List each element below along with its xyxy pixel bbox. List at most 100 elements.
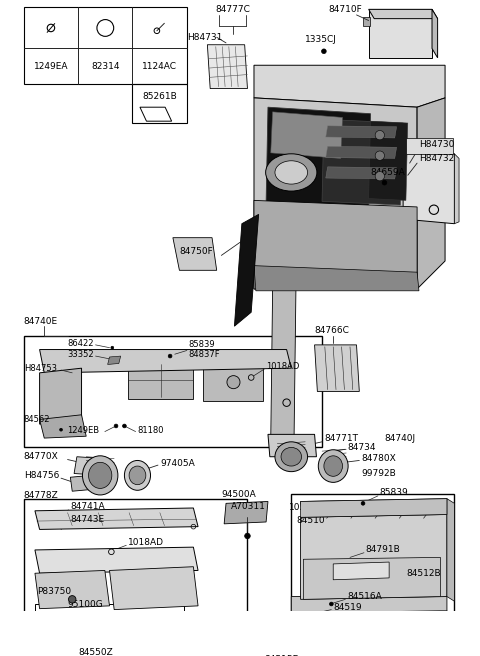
- Polygon shape: [326, 167, 396, 179]
- Polygon shape: [207, 45, 248, 89]
- Text: H84756: H84756: [24, 471, 59, 480]
- Text: 84550Z: 84550Z: [78, 648, 113, 656]
- Circle shape: [168, 354, 172, 358]
- Circle shape: [329, 602, 333, 606]
- Polygon shape: [35, 508, 198, 529]
- Text: 84510: 84510: [296, 516, 324, 525]
- Text: 84710F: 84710F: [328, 5, 362, 14]
- Text: 95100G: 95100G: [68, 600, 103, 609]
- Ellipse shape: [281, 447, 301, 466]
- Polygon shape: [417, 98, 445, 289]
- Polygon shape: [369, 9, 438, 18]
- Text: 1335CJ: 1335CJ: [305, 35, 337, 44]
- Ellipse shape: [124, 461, 151, 490]
- Polygon shape: [39, 415, 86, 438]
- Polygon shape: [322, 119, 403, 205]
- Polygon shape: [291, 595, 447, 636]
- Text: 94500A: 94500A: [221, 489, 256, 499]
- Polygon shape: [234, 215, 259, 326]
- Polygon shape: [108, 356, 120, 365]
- Bar: [24, 7, 187, 84]
- Polygon shape: [254, 65, 445, 107]
- Ellipse shape: [88, 462, 112, 489]
- Circle shape: [375, 171, 384, 181]
- Text: 1018AD: 1018AD: [128, 538, 164, 547]
- Circle shape: [114, 424, 118, 428]
- Text: 85261B: 85261B: [142, 91, 177, 100]
- Bar: [132, 84, 187, 123]
- Polygon shape: [300, 499, 447, 518]
- Bar: [35, 604, 184, 653]
- Polygon shape: [109, 567, 198, 609]
- Circle shape: [111, 346, 114, 349]
- Polygon shape: [447, 499, 455, 601]
- Polygon shape: [326, 146, 396, 159]
- Text: A70311: A70311: [231, 502, 265, 510]
- Bar: [291, 494, 455, 648]
- Text: 84740J: 84740J: [384, 434, 416, 443]
- Bar: [203, 363, 264, 401]
- Polygon shape: [363, 17, 371, 26]
- Circle shape: [245, 533, 250, 539]
- Text: 85839: 85839: [189, 340, 216, 350]
- Text: 1022AA: 1022AA: [289, 504, 324, 512]
- Polygon shape: [271, 112, 343, 159]
- Bar: [24, 499, 248, 656]
- Circle shape: [382, 180, 387, 185]
- Bar: [128, 361, 193, 399]
- Text: 1124AC: 1124AC: [142, 62, 177, 71]
- Polygon shape: [39, 350, 291, 373]
- Text: 84659A: 84659A: [371, 168, 405, 177]
- Text: 84791B: 84791B: [366, 545, 401, 554]
- Polygon shape: [303, 558, 441, 600]
- Polygon shape: [71, 476, 93, 491]
- Ellipse shape: [324, 456, 343, 476]
- Polygon shape: [173, 237, 216, 270]
- Circle shape: [122, 424, 126, 428]
- Polygon shape: [432, 9, 438, 58]
- Bar: [24, 336, 322, 447]
- Polygon shape: [39, 368, 82, 424]
- Polygon shape: [224, 501, 268, 524]
- Text: 84766C: 84766C: [314, 327, 349, 335]
- Text: 84743E: 84743E: [71, 515, 105, 523]
- Text: 84741A: 84741A: [71, 502, 105, 510]
- Text: 84740E: 84740E: [24, 317, 58, 326]
- Polygon shape: [455, 154, 459, 224]
- Text: H84731: H84731: [187, 33, 222, 42]
- Polygon shape: [314, 345, 360, 392]
- Text: 84777C: 84777C: [215, 5, 250, 14]
- Circle shape: [314, 611, 318, 615]
- Ellipse shape: [83, 456, 118, 495]
- Polygon shape: [333, 562, 389, 580]
- Ellipse shape: [265, 154, 317, 191]
- Polygon shape: [300, 514, 447, 600]
- Bar: [369, 9, 432, 58]
- Polygon shape: [254, 98, 417, 289]
- Text: 81180: 81180: [137, 426, 164, 435]
- Text: 85839: 85839: [380, 487, 408, 497]
- Polygon shape: [35, 547, 198, 573]
- Text: 84516A: 84516A: [347, 592, 382, 601]
- Polygon shape: [266, 107, 371, 210]
- Polygon shape: [369, 121, 408, 200]
- Text: 84771T: 84771T: [324, 434, 358, 443]
- Text: 1018AD: 1018AD: [266, 362, 300, 371]
- Polygon shape: [254, 266, 419, 291]
- Text: 33352: 33352: [68, 350, 94, 359]
- Polygon shape: [74, 457, 105, 476]
- Text: H84753: H84753: [24, 363, 57, 373]
- Text: 84519: 84519: [333, 604, 362, 612]
- Text: 1249EB: 1249EB: [68, 426, 100, 435]
- Ellipse shape: [275, 161, 308, 184]
- Circle shape: [322, 49, 326, 54]
- Polygon shape: [403, 154, 455, 224]
- Text: 97405A: 97405A: [161, 459, 195, 468]
- Text: 1249EA: 1249EA: [34, 62, 68, 71]
- Circle shape: [69, 596, 76, 603]
- Circle shape: [361, 501, 365, 505]
- Ellipse shape: [129, 466, 146, 485]
- Text: 84837F: 84837F: [189, 350, 220, 359]
- Text: 84750F: 84750F: [180, 247, 213, 256]
- Polygon shape: [271, 289, 296, 438]
